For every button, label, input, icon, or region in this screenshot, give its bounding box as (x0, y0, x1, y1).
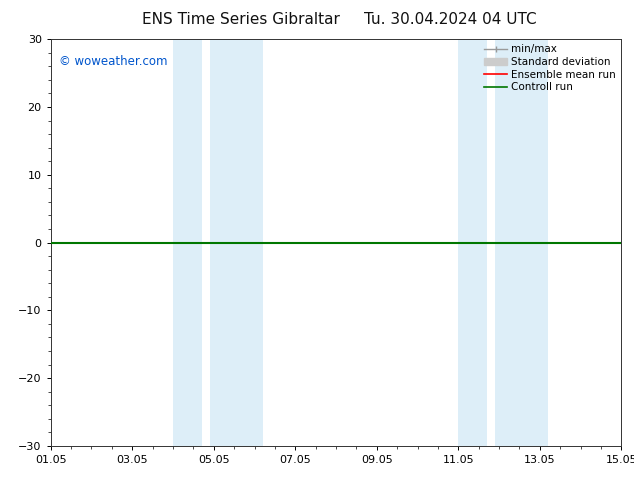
Legend: min/max, Standard deviation, Ensemble mean run, Controll run: min/max, Standard deviation, Ensemble me… (482, 42, 618, 94)
Bar (210, 39, 262, 446)
Bar (173, 39, 202, 446)
Text: ENS Time Series Gibraltar: ENS Time Series Gibraltar (142, 12, 340, 27)
Text: © woweather.com: © woweather.com (59, 55, 168, 69)
Text: Tu. 30.04.2024 04 UTC: Tu. 30.04.2024 04 UTC (364, 12, 536, 27)
Bar (458, 39, 487, 446)
Bar (495, 39, 548, 446)
